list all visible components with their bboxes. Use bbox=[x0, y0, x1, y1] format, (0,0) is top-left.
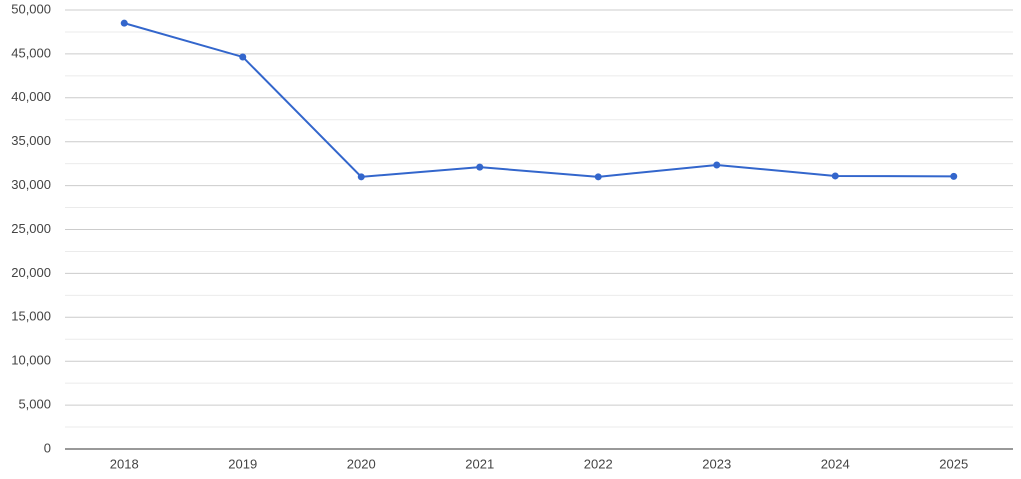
line bbox=[123, 22, 954, 178]
point bbox=[831, 172, 839, 180]
y-tick-label: 20,000 bbox=[11, 265, 51, 280]
x-tick-label: 2024 bbox=[821, 456, 850, 471]
point bbox=[239, 53, 247, 61]
point bbox=[713, 161, 721, 169]
point bbox=[594, 173, 602, 181]
x-tick-label: 2020 bbox=[347, 456, 376, 471]
x-tick-label: 2018 bbox=[110, 456, 139, 471]
y-tick-label: 45,000 bbox=[11, 45, 51, 60]
y-tick-label: 25,000 bbox=[11, 221, 51, 236]
x-tick-label: 2025 bbox=[939, 456, 968, 471]
point bbox=[476, 163, 484, 171]
point bbox=[120, 19, 128, 27]
y-tick-label: 15,000 bbox=[11, 309, 51, 324]
y-tick-label: 5,000 bbox=[18, 397, 51, 412]
y-tick-label: 35,000 bbox=[11, 133, 51, 148]
y-tick-label: 0 bbox=[44, 440, 51, 455]
x-tick-label: 2019 bbox=[228, 456, 257, 471]
x-tick-label: 2021 bbox=[465, 456, 494, 471]
y-tick-label: 50,000 bbox=[11, 1, 51, 16]
y-tick-label: 40,000 bbox=[11, 89, 51, 104]
y-tick-label: 30,000 bbox=[11, 177, 51, 192]
x-tick-label: 2023 bbox=[702, 456, 731, 471]
x-tick-label: 2022 bbox=[584, 456, 613, 471]
point bbox=[357, 173, 365, 181]
point bbox=[950, 172, 958, 180]
y-tick-label: 10,000 bbox=[11, 353, 51, 368]
